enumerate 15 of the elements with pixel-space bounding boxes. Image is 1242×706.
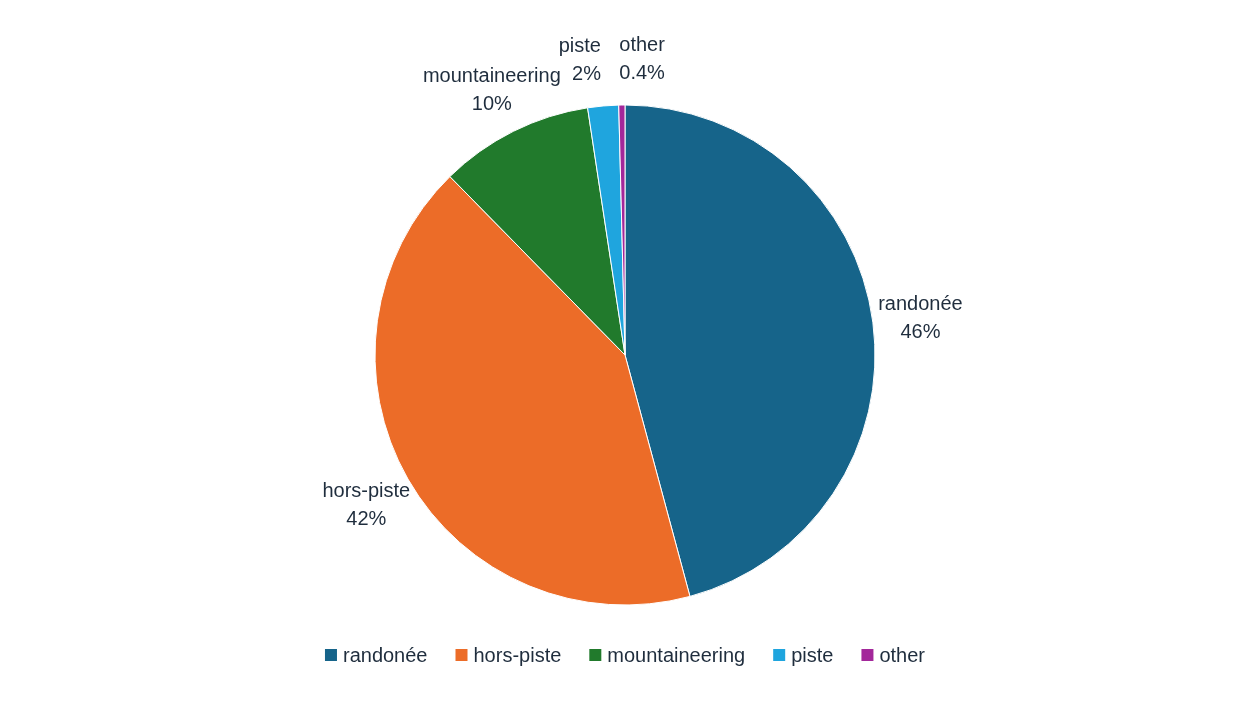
data-label: 10% [471, 92, 513, 115]
slice-label: randonée [878, 291, 963, 314]
legend-label: hors-piste [473, 644, 562, 666]
data-label: 46% [900, 319, 941, 342]
legend-label: randonée [342, 644, 428, 666]
slice-label: other [619, 33, 666, 56]
data-label: 0.4% [619, 61, 666, 84]
data-label: 42% [346, 506, 387, 529]
slice-label: hors-piste [322, 478, 411, 501]
legend-label: other [879, 644, 926, 666]
legend-label: piste [791, 644, 834, 666]
legend-label: mountaineering [607, 644, 746, 666]
slice-label: mountaineering [422, 64, 561, 87]
slice-label: piste [558, 34, 601, 57]
data-label: 2% [572, 62, 602, 85]
